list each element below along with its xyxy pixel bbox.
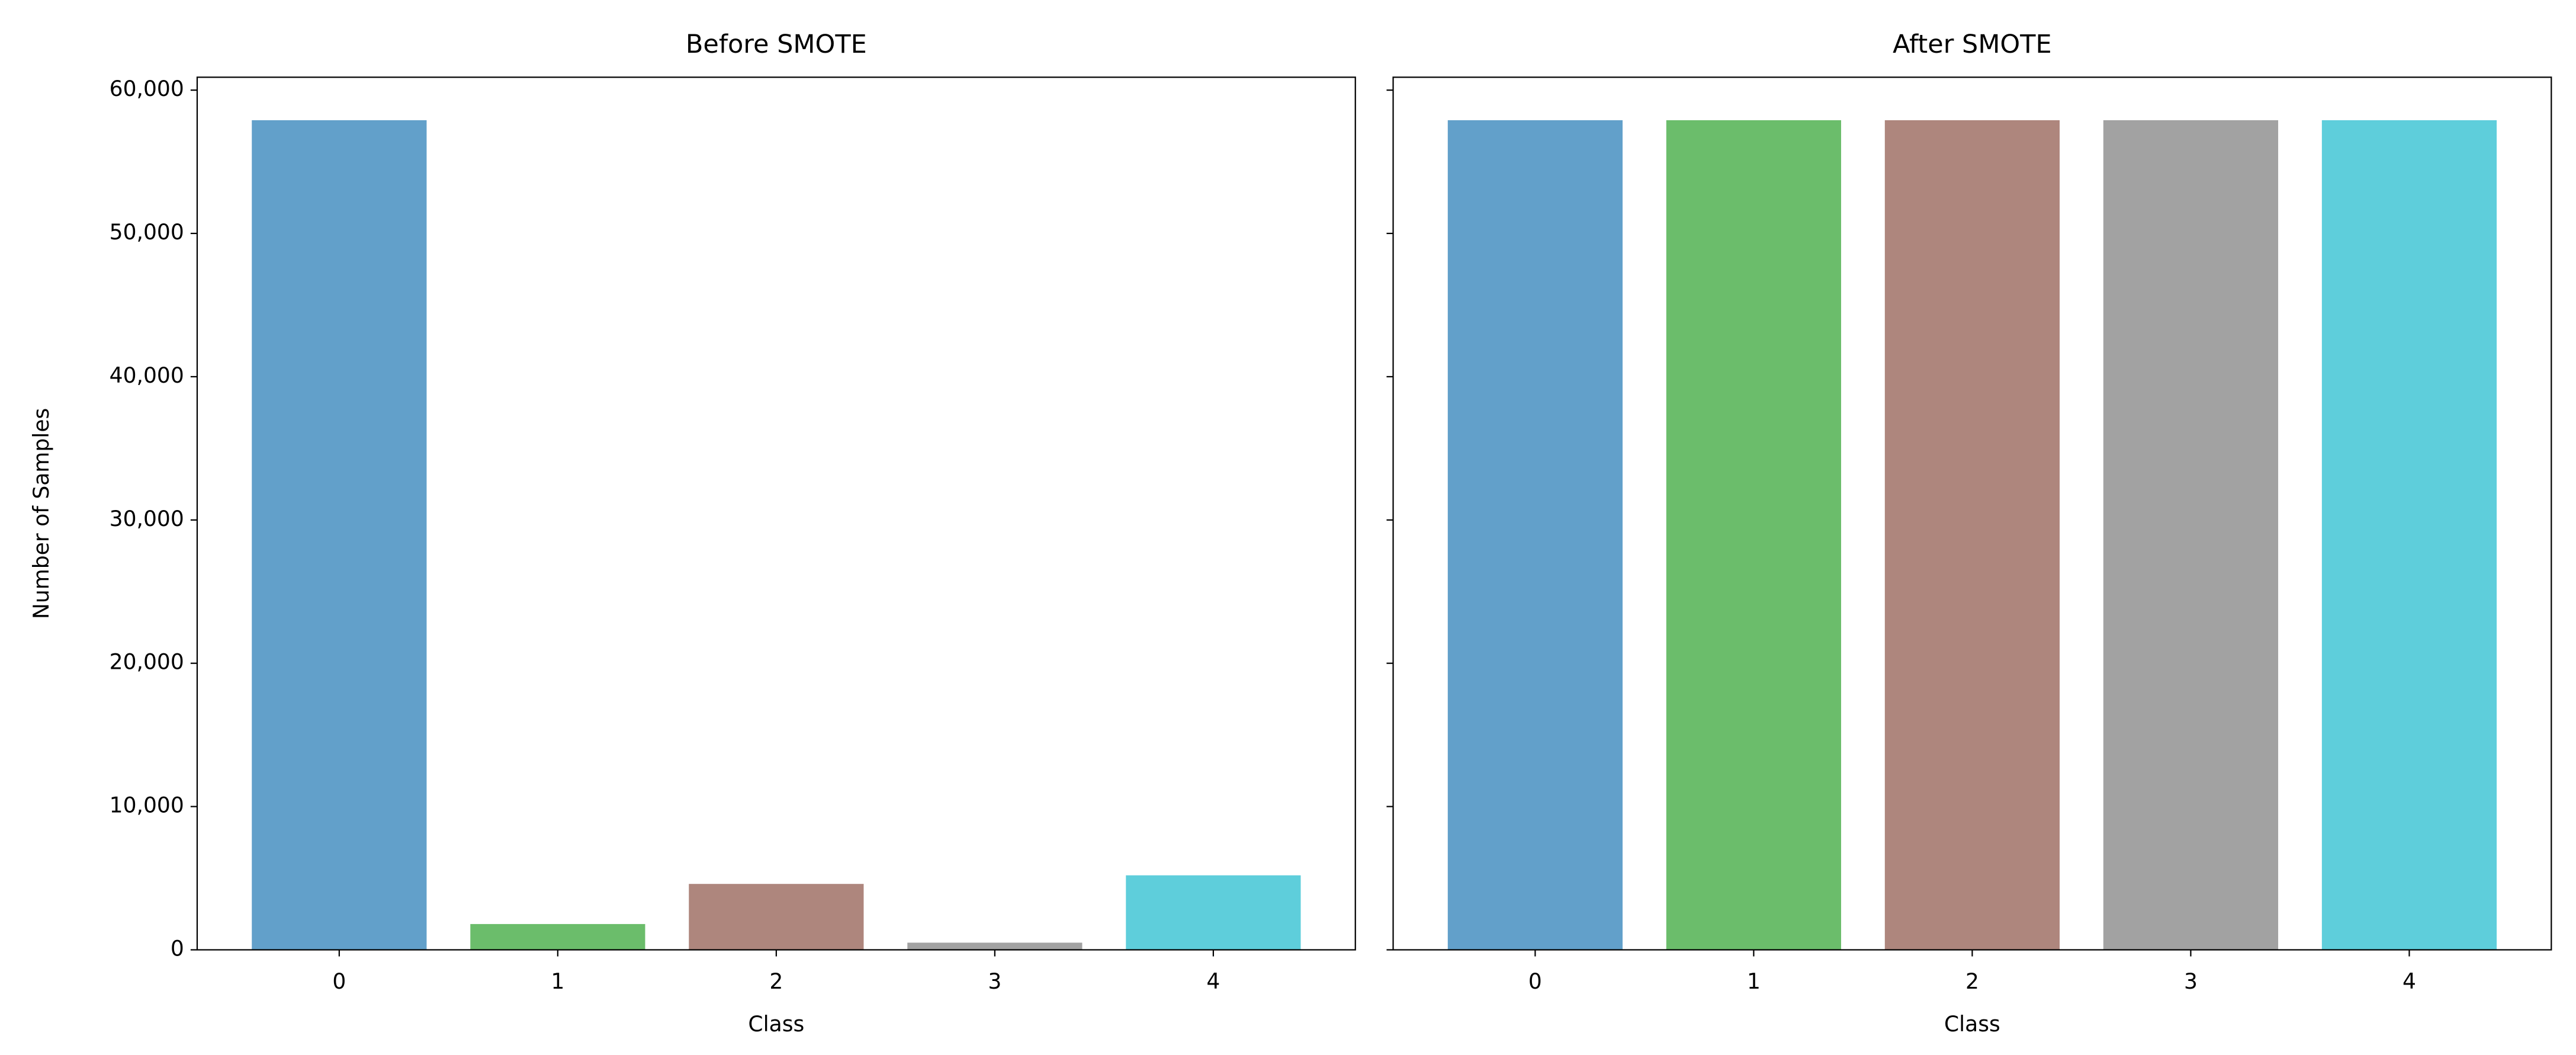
x-tick-label: 1 [1747, 969, 1761, 994]
x-tick-label: 2 [769, 969, 783, 994]
axes-frame [1392, 76, 2552, 951]
y-tick-label: 10,000 [110, 793, 184, 818]
x-tick-label: 3 [2184, 969, 2198, 994]
x-tick-label: 1 [551, 969, 564, 994]
bar [470, 923, 645, 950]
x-tick-label: 0 [332, 969, 346, 994]
bar [1126, 875, 1301, 950]
axes-frame [196, 76, 1356, 951]
x-axis-label: Class [748, 1012, 804, 1037]
chart-title: Before SMOTE [686, 30, 867, 59]
x-tick-label: 2 [1965, 969, 1979, 994]
x-tick-label: 3 [988, 969, 1001, 994]
y-tick-label: 20,000 [110, 650, 184, 675]
bar [2321, 120, 2497, 950]
bar [1447, 120, 1623, 950]
bar [689, 884, 864, 950]
y-tick-label: 30,000 [110, 506, 184, 531]
y-tick-label: 40,000 [110, 363, 184, 388]
y-axis-label: Number of Samples [29, 408, 54, 619]
x-axis-label: Class [1944, 1012, 2000, 1037]
bar [252, 120, 427, 950]
bar [1666, 120, 1842, 950]
y-tick-label: 50,000 [110, 220, 184, 245]
bar [2103, 120, 2279, 950]
chart-title: After SMOTE [1893, 30, 2052, 59]
y-tick-label: 60,000 [110, 76, 184, 101]
bar [1884, 120, 2060, 950]
x-tick-label: 4 [1206, 969, 1220, 994]
x-tick-label: 4 [2402, 969, 2416, 994]
y-tick-label: 0 [171, 936, 184, 961]
x-tick-label: 0 [1528, 969, 1542, 994]
bar [907, 942, 1083, 950]
